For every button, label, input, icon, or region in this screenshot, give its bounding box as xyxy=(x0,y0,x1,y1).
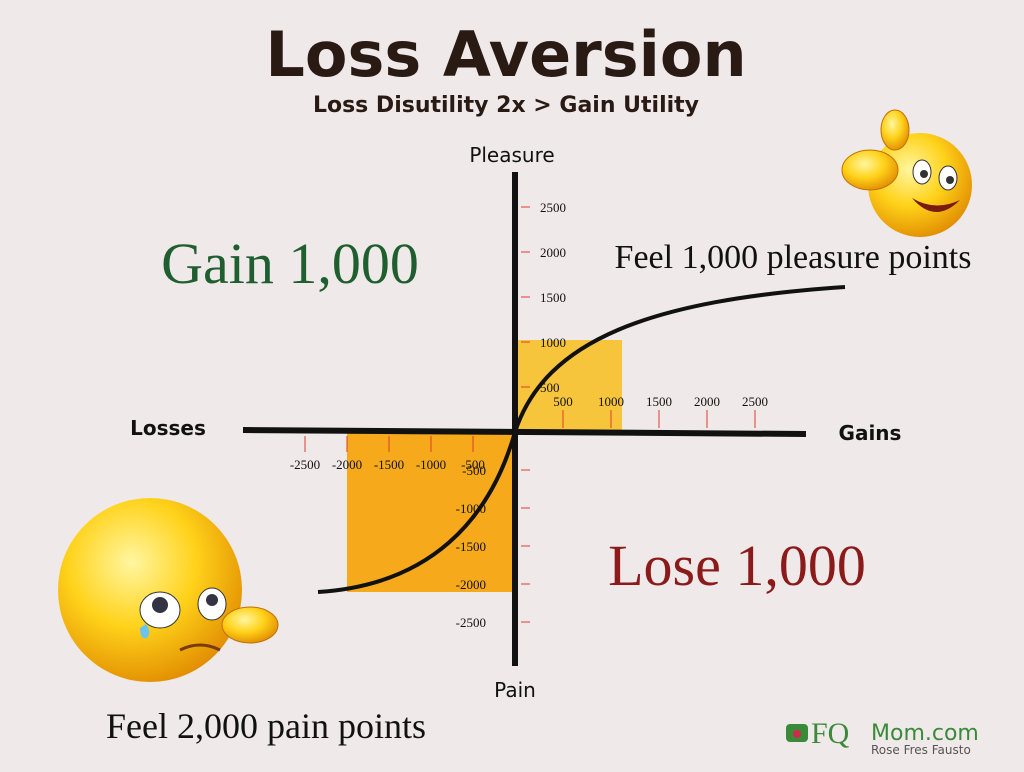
subtitle: Loss Disutility 2x > Gain Utility xyxy=(313,93,699,118)
logo: FQ Mom.com Rose Fres Fausto xyxy=(786,717,979,757)
y-tick-label: -500 xyxy=(462,463,486,478)
title: Loss Aversion xyxy=(265,18,746,91)
y-axis-bottom-label: Pain xyxy=(494,678,536,702)
sad-emoji xyxy=(58,498,279,682)
y-tick-label: 1000 xyxy=(540,335,566,350)
loss-annotation: Lose 1,000 xyxy=(608,533,866,598)
y-tick-label: 500 xyxy=(540,380,560,395)
value-curve xyxy=(317,285,846,594)
ticks: 500 1000 1500 2000 2500 500 1000 1500 2000 2500 -2… xyxy=(290,200,768,630)
x-tick-label: 2500 xyxy=(742,394,768,409)
gain-feel-annotation: Feel 1,000 pleasure points xyxy=(615,239,972,276)
x-tick-label: 1000 xyxy=(598,394,624,409)
x-tick-label: -500 xyxy=(461,457,485,472)
y-tick-label: -1000 xyxy=(456,501,486,516)
logo-brand-a: FQ xyxy=(811,717,850,750)
y-tick-label: -1500 xyxy=(456,539,486,554)
x-axis-left-label: Losses xyxy=(130,416,206,440)
x-tick-label: -1500 xyxy=(374,457,404,472)
y-tick-label: 2000 xyxy=(540,245,566,260)
logo-tagline: Rose Fres Fausto xyxy=(871,743,971,757)
x-tick-label: 500 xyxy=(553,394,573,409)
x-tick-label: 1500 xyxy=(646,394,672,409)
y-axis-top-label: Pleasure xyxy=(469,143,554,167)
x-axis xyxy=(242,427,807,437)
x-tick-label: -2000 xyxy=(332,457,362,472)
y-tick-label: -2000 xyxy=(456,577,486,592)
gain-annotation: Gain 1,000 xyxy=(161,231,419,296)
x-tick-label: -1000 xyxy=(416,457,446,472)
loss-feel-annotation: Feel 2,000 pain points xyxy=(106,706,426,746)
loss-area xyxy=(347,432,515,592)
x-axis-right-label: Gains xyxy=(839,421,902,445)
x-tick-label: 2000 xyxy=(694,394,720,409)
y-tick-label: 1500 xyxy=(540,290,566,305)
y-tick-label: -2500 xyxy=(456,615,486,630)
gain-area xyxy=(515,340,622,432)
x-tick-label: -2500 xyxy=(290,457,320,472)
y-tick-label: 2500 xyxy=(540,200,566,215)
logo-brand-b: Mom.com xyxy=(871,721,979,746)
happy-emoji xyxy=(841,109,972,237)
